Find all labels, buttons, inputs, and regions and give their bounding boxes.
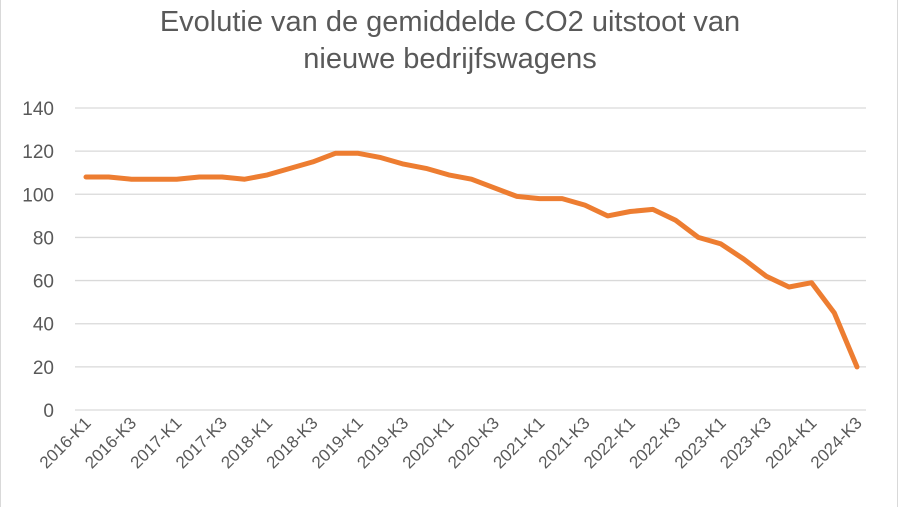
chart-title-line-1: Evolutie van de gemiddelde CO2 uitstoot … [159, 6, 741, 38]
chart-title: Evolutie van de gemiddelde CO2 uitstoot … [0, 4, 900, 78]
y-tick-label: 100 [22, 185, 54, 206]
y-tick-label: 80 [33, 228, 54, 249]
y-axis: 0 20 40 60 80 100 120 140 [22, 99, 54, 422]
y-tick-label: 0 [43, 401, 54, 422]
y-tick-label: 120 [22, 142, 54, 163]
y-tick-label: 140 [22, 99, 54, 120]
y-tick-label: 40 [33, 315, 54, 336]
chart-title-line-2: nieuwe bedrijfswagens [303, 43, 597, 75]
gridlines [75, 107, 866, 411]
x-axis: 2016-K12016-K32017-K12017-K32018-K12018-… [36, 413, 866, 472]
y-tick-label: 20 [33, 358, 54, 379]
data-line [83, 150, 860, 370]
y-tick-label: 60 [33, 272, 54, 293]
